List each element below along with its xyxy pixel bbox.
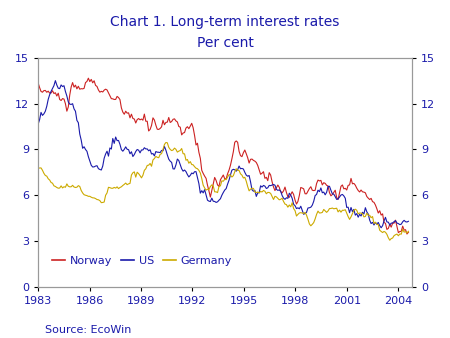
Norway [404, 232, 410, 236]
Germany [239, 173, 245, 177]
US [256, 191, 262, 195]
Norway [239, 154, 245, 159]
Germany [163, 141, 169, 145]
US [53, 79, 58, 83]
Germany [333, 207, 338, 211]
Legend: Norway, US, Germany: Norway, US, Germany [47, 251, 236, 270]
Germany [70, 183, 75, 187]
US [406, 219, 411, 223]
Germany [256, 191, 262, 195]
Germany [387, 238, 392, 242]
Norway [70, 80, 75, 84]
Norway [198, 156, 203, 160]
US [72, 107, 77, 111]
Norway [406, 230, 411, 234]
US [198, 191, 203, 195]
Germany [36, 166, 41, 170]
US [378, 226, 384, 230]
Norway [256, 168, 262, 172]
Germany [51, 184, 57, 188]
Line: Germany: Germany [38, 143, 409, 240]
Line: Norway: Norway [38, 78, 409, 234]
US [51, 83, 57, 88]
Norway [333, 188, 338, 192]
Text: Source: EcoWin: Source: EcoWin [45, 324, 131, 335]
Norway [86, 76, 91, 80]
Germany [198, 171, 203, 175]
Line: US: US [38, 81, 409, 228]
US [333, 195, 338, 199]
Germany [406, 229, 411, 233]
Norway [36, 81, 41, 85]
Norway [51, 92, 57, 96]
Title: Chart 1. Long-term interest rates
Per cent: Chart 1. Long-term interest rates Per ce… [110, 15, 340, 50]
US [36, 122, 41, 126]
US [239, 166, 245, 170]
